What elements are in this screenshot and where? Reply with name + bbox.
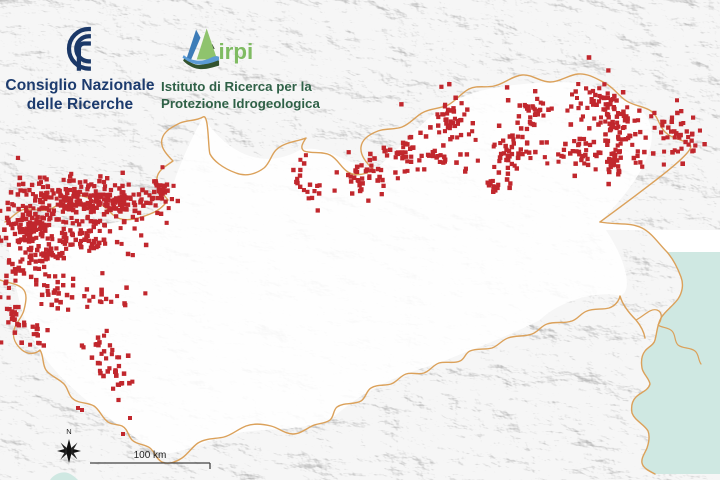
svg-text:N: N <box>66 427 71 436</box>
svg-text:100 km: 100 km <box>134 450 167 461</box>
svg-text:irpi: irpi <box>218 39 253 64</box>
